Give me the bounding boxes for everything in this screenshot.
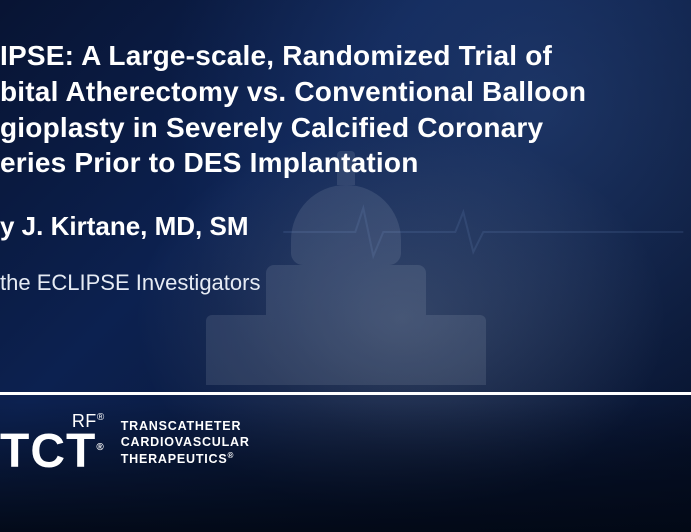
- tct-text: TCT: [0, 425, 96, 478]
- content-area: IPSE: A Large-scale, Randomized Trial of…: [0, 38, 661, 296]
- title-line: IPSE: A Large-scale, Randomized Trial of: [0, 38, 661, 74]
- logo-stack: RF® TCT®: [0, 411, 105, 476]
- title-line: eries Prior to DES Implantation: [0, 145, 661, 181]
- logo-tagline: TRANSCATHETER CARDIOVASCULAR THERAPEUTIC…: [121, 419, 250, 467]
- tagline-l3-text: THERAPEUTICS: [121, 452, 228, 466]
- tagline-line: CARDIOVASCULAR: [121, 435, 250, 451]
- tagline-line: THERAPEUTICS®: [121, 451, 250, 468]
- slide-root: IPSE: A Large-scale, Randomized Trial of…: [0, 0, 691, 532]
- author-name: y J. Kirtane, MD, SM: [0, 211, 661, 242]
- investigators-line: the ECLIPSE Investigators: [0, 270, 661, 296]
- title-line: gioplasty in Severely Calcified Coronary: [0, 110, 661, 146]
- tagline-line: TRANSCATHETER: [121, 419, 250, 435]
- title-line: bital Atherectomy vs. Conventional Ballo…: [0, 74, 661, 110]
- logo-block: RF® TCT® TRANSCATHETER CARDIOVASCULAR TH…: [0, 411, 250, 476]
- footer-band: RF® TCT® TRANSCATHETER CARDIOVASCULAR TH…: [0, 392, 691, 492]
- tct-mark: TCT®: [0, 428, 105, 476]
- slide-title: IPSE: A Large-scale, Randomized Trial of…: [0, 38, 661, 181]
